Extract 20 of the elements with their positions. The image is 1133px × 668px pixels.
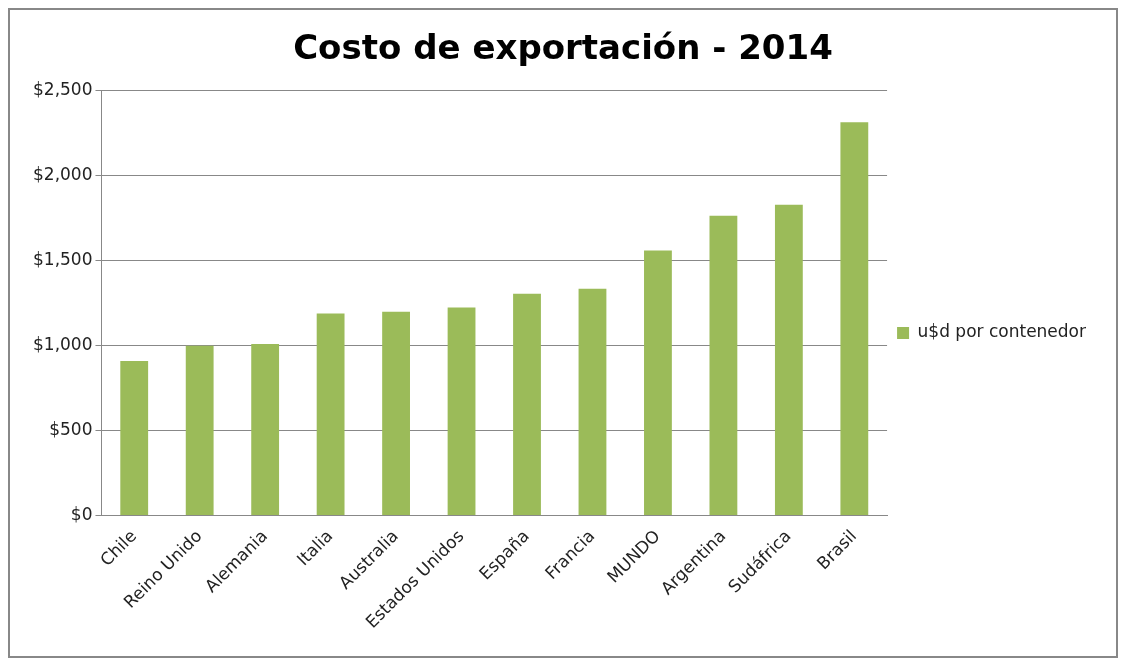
bar xyxy=(447,307,476,516)
bar xyxy=(578,288,607,516)
y-tick-label: $500 xyxy=(49,419,93,440)
y-tick-label: $1,000 xyxy=(33,334,93,355)
y-tick-label: $1,500 xyxy=(33,249,93,270)
legend-label: u$d por contenedor xyxy=(917,321,1087,342)
bar xyxy=(251,343,280,516)
bar xyxy=(513,293,541,516)
bar xyxy=(185,345,214,516)
chart-title: Costo de exportación - 2014 xyxy=(293,27,833,68)
bar xyxy=(644,250,672,516)
bar xyxy=(774,204,803,516)
y-tick-label: $2,000 xyxy=(33,164,93,185)
bar xyxy=(382,311,410,516)
y-tick-label: $2,500 xyxy=(33,79,93,100)
bar xyxy=(840,122,869,516)
bar xyxy=(316,313,345,516)
bar xyxy=(120,360,149,516)
y-tick-label: $0 xyxy=(70,503,93,524)
bar xyxy=(709,215,738,516)
